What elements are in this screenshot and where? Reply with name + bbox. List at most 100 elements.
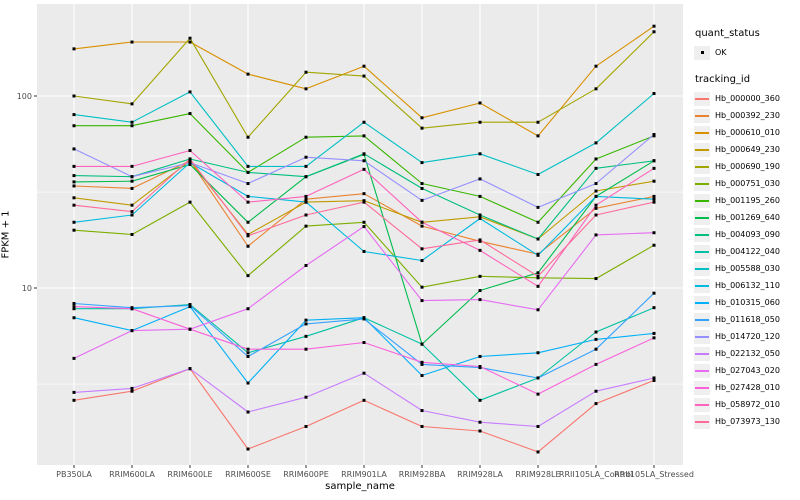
data-point bbox=[362, 64, 366, 68]
x-tick-label: PB350LA bbox=[56, 470, 92, 479]
data-point bbox=[652, 166, 656, 170]
data-point bbox=[478, 298, 482, 302]
x-tick-label: RRII105LA_Stressed bbox=[614, 470, 694, 479]
legend-item-label: OK bbox=[715, 48, 727, 57]
data-point bbox=[362, 220, 366, 224]
data-point bbox=[188, 367, 192, 371]
data-point bbox=[72, 307, 76, 311]
data-point bbox=[478, 213, 482, 217]
data-point bbox=[478, 429, 482, 433]
data-point bbox=[594, 330, 598, 334]
tracking-id-legend-list: Hb_000000_360 Hb_000392_230 Hb_000610_010 H… bbox=[694, 90, 800, 430]
data-point bbox=[420, 161, 424, 165]
data-point bbox=[130, 40, 134, 44]
data-point bbox=[362, 152, 366, 156]
data-point bbox=[362, 120, 366, 124]
series-line-swatch-icon bbox=[694, 363, 710, 378]
y-tick-label: 100 bbox=[17, 92, 32, 101]
legend-item-Hb_005588_030: Hb_005588_030 bbox=[694, 260, 800, 277]
data-point bbox=[304, 135, 308, 139]
x-tick-label: RRIM600LA bbox=[109, 470, 155, 479]
data-point bbox=[362, 341, 366, 345]
series-line-swatch-icon bbox=[694, 125, 710, 140]
legend-item-Hb_022132_050: Hb_022132_050 bbox=[694, 345, 800, 362]
data-point bbox=[72, 398, 76, 402]
data-point bbox=[304, 347, 308, 351]
data-point bbox=[594, 362, 598, 366]
legend-item-Hb_000751_030: Hb_000751_030 bbox=[694, 175, 800, 192]
data-point bbox=[420, 247, 424, 251]
data-point bbox=[594, 347, 598, 351]
legend-item-label: Hb_000610_010 bbox=[715, 128, 780, 137]
data-point bbox=[420, 362, 424, 366]
data-point bbox=[188, 40, 192, 44]
data-point bbox=[130, 307, 134, 311]
data-point bbox=[188, 327, 192, 331]
data-point bbox=[304, 424, 308, 428]
data-point bbox=[188, 304, 192, 308]
data-point bbox=[304, 322, 308, 326]
legend-item-Hb_004122_040: Hb_004122_040 bbox=[694, 243, 800, 260]
data-point bbox=[72, 390, 76, 394]
data-point bbox=[420, 285, 424, 289]
legend-item-label: Hb_011618_050 bbox=[715, 315, 780, 324]
data-point bbox=[594, 166, 598, 170]
data-point bbox=[536, 253, 540, 257]
data-point bbox=[188, 159, 192, 163]
legend-item-Hb_011618_050: Hb_011618_050 bbox=[694, 311, 800, 328]
legend-item-Hb_001195_260: Hb_001195_260 bbox=[694, 192, 800, 209]
data-point bbox=[594, 141, 598, 145]
data-point bbox=[362, 225, 366, 229]
data-point bbox=[304, 263, 308, 267]
data-point bbox=[652, 197, 656, 201]
data-point bbox=[304, 164, 308, 168]
data-point bbox=[536, 173, 540, 177]
data-point bbox=[304, 197, 308, 201]
data-point bbox=[652, 231, 656, 235]
legend-item-Hb_004093_090: Hb_004093_090 bbox=[694, 226, 800, 243]
data-point bbox=[130, 389, 134, 393]
data-point bbox=[130, 102, 134, 106]
series-line-swatch-icon bbox=[694, 312, 710, 327]
data-point bbox=[304, 155, 308, 159]
data-point bbox=[246, 244, 250, 248]
data-point bbox=[304, 87, 308, 91]
data-point bbox=[420, 186, 424, 190]
series-line-swatch-icon bbox=[694, 227, 710, 242]
data-point bbox=[594, 64, 598, 68]
data-point bbox=[362, 192, 366, 196]
data-point bbox=[478, 238, 482, 242]
series-line-swatch-icon bbox=[694, 142, 710, 157]
data-point bbox=[478, 398, 482, 402]
data-point bbox=[362, 371, 366, 375]
data-point bbox=[420, 220, 424, 224]
data-point bbox=[536, 271, 540, 275]
data-point bbox=[130, 120, 134, 124]
data-point bbox=[246, 220, 250, 224]
data-point bbox=[246, 182, 250, 186]
data-point bbox=[652, 291, 656, 295]
data-point bbox=[420, 182, 424, 186]
data-point bbox=[652, 306, 656, 310]
legend-item-label: Hb_027043_020 bbox=[715, 366, 780, 375]
data-point bbox=[188, 161, 192, 165]
data-point bbox=[304, 224, 308, 228]
legend-item-Hb_000690_190: Hb_000690_190 bbox=[694, 158, 800, 175]
data-point bbox=[536, 351, 540, 355]
series-line-swatch-icon bbox=[694, 108, 710, 123]
legend-item-Hb_000610_010: Hb_000610_010 bbox=[694, 124, 800, 141]
series-line-swatch-icon bbox=[694, 193, 710, 208]
data-point bbox=[478, 248, 482, 252]
data-point bbox=[478, 420, 482, 424]
series-line-swatch-icon bbox=[694, 176, 710, 191]
data-point bbox=[594, 206, 598, 210]
data-point bbox=[130, 203, 134, 207]
data-point bbox=[246, 274, 250, 278]
data-point bbox=[420, 116, 424, 120]
data-point bbox=[246, 381, 250, 385]
data-point bbox=[72, 228, 76, 232]
legend-item-label: Hb_058972_010 bbox=[715, 400, 780, 409]
data-point bbox=[652, 376, 656, 380]
data-point bbox=[536, 120, 540, 124]
